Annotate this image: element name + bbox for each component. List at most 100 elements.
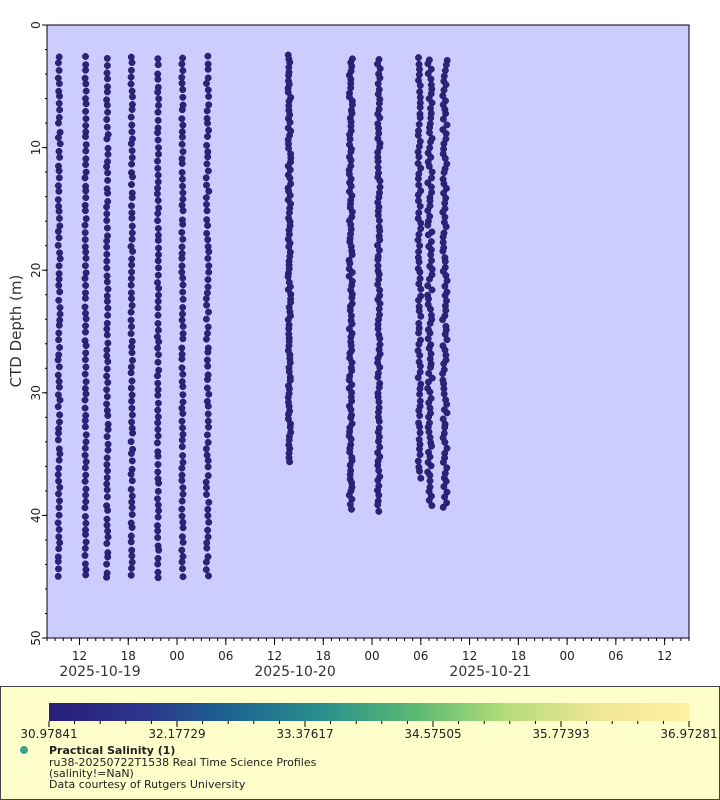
data-point — [81, 356, 89, 364]
data-point — [154, 304, 162, 312]
data-point — [127, 275, 135, 282]
data-point — [103, 101, 111, 109]
data-point — [179, 281, 187, 289]
data-point — [55, 114, 63, 121]
data-point — [416, 429, 424, 437]
data-point — [128, 147, 136, 155]
data-point — [55, 66, 63, 74]
data-point — [56, 483, 64, 491]
data-point — [203, 216, 211, 224]
data-point — [55, 174, 63, 182]
data-point — [154, 55, 162, 63]
data-point — [428, 442, 435, 450]
data-point — [415, 248, 423, 256]
data-point — [155, 204, 163, 212]
data-point — [104, 358, 112, 366]
data-point — [103, 123, 111, 131]
data-point — [203, 229, 211, 237]
data-point — [55, 275, 63, 283]
data-point — [427, 305, 434, 313]
data-point — [178, 106, 186, 114]
data-point — [127, 289, 135, 297]
data-point — [81, 262, 89, 270]
data-point — [154, 75, 162, 83]
data-point — [127, 73, 135, 81]
data-point — [103, 493, 111, 501]
data-point — [128, 87, 136, 95]
x-tick-label: 00 — [559, 649, 574, 663]
data-point — [416, 82, 424, 89]
data-point — [179, 335, 187, 343]
data-point — [442, 223, 450, 231]
data-point — [375, 507, 383, 515]
data-point — [204, 410, 212, 418]
data-point — [82, 571, 90, 579]
data-point — [81, 451, 89, 459]
data-point — [82, 187, 90, 195]
data-point — [154, 271, 162, 279]
y-tick-label: 20 — [29, 263, 43, 278]
data-point — [103, 69, 111, 77]
data-point — [440, 169, 448, 176]
data-point — [205, 187, 213, 195]
data-point — [179, 383, 187, 391]
data-point — [205, 518, 213, 526]
data-point — [154, 136, 162, 144]
data-point — [204, 438, 212, 446]
data-point — [415, 340, 423, 348]
data-point — [204, 65, 212, 73]
data-point — [202, 194, 210, 202]
data-point — [81, 221, 89, 229]
data-point — [54, 519, 62, 527]
data-point — [103, 400, 111, 408]
data-point — [81, 294, 89, 302]
data-point — [128, 261, 136, 269]
x-tick-label: 12 — [72, 649, 87, 663]
data-point — [179, 398, 187, 406]
data-point — [127, 140, 135, 148]
data-point — [82, 155, 90, 163]
data-point — [178, 133, 186, 141]
data-point — [375, 437, 382, 445]
data-point — [204, 526, 212, 534]
data-point — [127, 281, 135, 289]
data-point — [203, 160, 211, 168]
data-point — [82, 431, 90, 439]
data-point — [416, 268, 424, 276]
data-point — [81, 229, 89, 237]
data-point — [424, 231, 432, 239]
data-point — [179, 424, 186, 432]
data-point — [103, 250, 111, 258]
data-point — [128, 181, 135, 188]
data-point — [375, 383, 383, 391]
data-point — [54, 471, 62, 479]
data-point — [205, 572, 212, 580]
data-point — [154, 432, 162, 440]
x-tick-label: 18 — [121, 649, 136, 663]
colorbar-tick-label: 34.57505 — [404, 727, 461, 741]
data-point — [128, 302, 136, 309]
data-point — [128, 552, 136, 560]
data-point — [127, 485, 135, 493]
data-point — [179, 86, 187, 94]
legend-courtesy: Data courtesy of Rutgers University — [49, 778, 246, 791]
colorbar-tick-label: 30.97841 — [20, 727, 77, 741]
data-point — [104, 412, 112, 420]
data-point — [179, 274, 187, 282]
data-point — [154, 574, 162, 582]
data-point — [129, 93, 136, 101]
data-point — [441, 424, 449, 431]
data-point — [154, 513, 162, 521]
data-point — [104, 285, 112, 293]
data-point — [416, 362, 424, 370]
data-point — [82, 133, 89, 141]
data-point — [128, 222, 136, 230]
data-point — [56, 92, 63, 100]
x-tick-label: 12 — [657, 649, 672, 663]
data-point — [178, 344, 186, 352]
data-point — [82, 147, 90, 155]
data-point — [55, 336, 63, 344]
data-point — [128, 377, 136, 385]
data-point — [154, 236, 162, 244]
data-point — [426, 319, 434, 327]
